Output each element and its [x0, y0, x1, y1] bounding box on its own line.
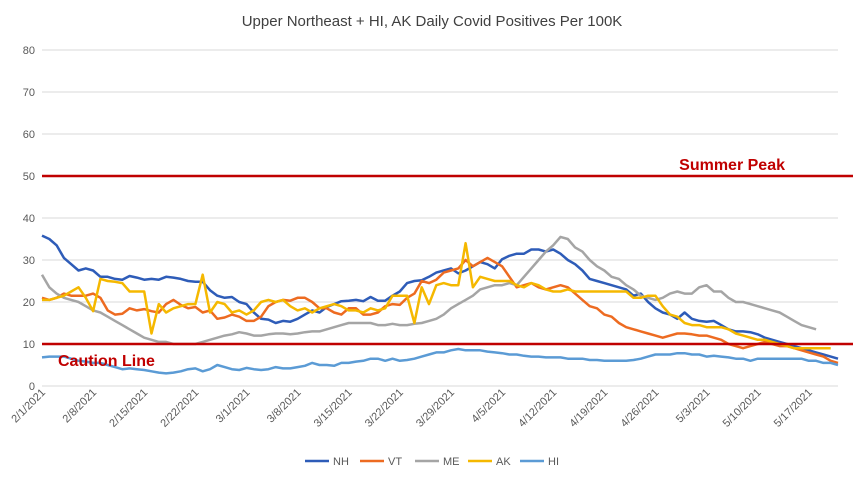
y-tick-label: 20 [23, 297, 35, 309]
legend-label: AK [496, 456, 511, 468]
series-line-nh [41, 234, 839, 360]
series-line-vt [41, 256, 839, 365]
x-tick-label: 3/29/2021 [414, 387, 457, 430]
x-tick-label: 4/5/2021 [469, 387, 508, 426]
x-tick-label: 2/8/2021 [60, 387, 99, 426]
x-tick-label: 4/12/2021 [516, 387, 559, 430]
x-tick-label: 3/22/2021 [363, 387, 406, 430]
x-tick-label: 4/19/2021 [567, 387, 610, 430]
series-line-hi [41, 347, 839, 375]
legend: NH VT ME AK HI [305, 456, 559, 468]
x-tick-label: 4/26/2021 [618, 387, 661, 430]
y-tick-label: 70 [23, 87, 35, 99]
series-line-ak [42, 241, 831, 350]
y-tick-label: 40 [23, 213, 35, 225]
y-tick-label: 80 [23, 45, 35, 57]
x-tick-label: 3/1/2021 [214, 387, 253, 426]
legend-label: ME [443, 456, 460, 468]
x-tick-label: 3/8/2021 [265, 387, 304, 426]
x-axis-ticks: 2/1/2021 2/8/2021 2/15/2021 2/22/2021 3/1/20… [9, 387, 815, 430]
x-tick-label: 5/3/2021 [674, 387, 713, 426]
y-tick-label: 50 [23, 171, 35, 183]
y-tick-label: 60 [23, 129, 35, 141]
legend-label: NH [333, 456, 349, 468]
legend-label: VT [388, 456, 402, 468]
x-tick-label: 5/17/2021 [772, 387, 815, 430]
legend-label: HI [548, 456, 559, 468]
y-tick-label: 10 [23, 339, 35, 351]
chart-title: Upper Northeast + HI, AK Daily Covid Pos… [242, 13, 623, 30]
x-tick-label: 3/15/2021 [312, 387, 355, 430]
x-tick-label: 2/15/2021 [107, 387, 150, 430]
y-tick-label: 0 [29, 381, 35, 393]
x-tick-label: 2/22/2021 [158, 387, 201, 430]
reference-lines: Summer Peak Caution Line [42, 157, 853, 370]
y-tick-label: 30 [23, 255, 35, 267]
gridlines [42, 49, 838, 387]
x-tick-label: 5/10/2021 [721, 387, 764, 430]
reference-line-label: Caution Line [58, 353, 155, 370]
y-axis-ticks: 0 10 20 30 40 50 60 70 80 [23, 45, 35, 393]
series-lines [40, 234, 839, 375]
reference-line-label: Summer Peak [679, 157, 785, 174]
series-line-me [40, 235, 817, 346]
